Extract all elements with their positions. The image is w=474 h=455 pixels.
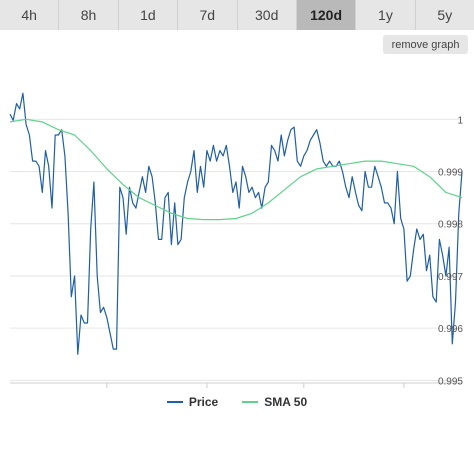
series-line-sma-50 xyxy=(9,118,463,221)
legend-item-sma-50[interactable]: SMA 50 xyxy=(242,395,307,409)
tab-8h[interactable]: 8h xyxy=(59,0,119,30)
chart-legend: Price SMA 50 xyxy=(0,392,474,412)
remove-graph-button[interactable]: remove graph xyxy=(383,35,468,54)
series-line-price xyxy=(9,92,463,355)
tab-30d[interactable]: 30d xyxy=(238,0,297,30)
y-tick-label: 0.995 xyxy=(438,376,463,387)
legend-item-price[interactable]: Price xyxy=(166,395,219,409)
legend-swatch xyxy=(166,401,183,403)
tab-1y[interactable]: 1y xyxy=(356,0,416,30)
legend-label: Price xyxy=(188,395,219,409)
y-tick-label: 0.996 xyxy=(438,324,463,335)
tab-120d[interactable]: 120d xyxy=(296,0,357,30)
tab-5y[interactable]: 5y xyxy=(437,7,453,23)
tab-7d[interactable]: 7d xyxy=(178,0,238,30)
y-tick-label: 0.998 xyxy=(438,220,463,231)
legend-swatch xyxy=(242,401,259,403)
legend-label: SMA 50 xyxy=(264,395,308,409)
tab-1d[interactable]: 1d xyxy=(119,0,179,30)
tab-4h[interactable]: 4h xyxy=(0,0,60,30)
y-tick-label: 1 xyxy=(457,115,463,126)
y-tick-label: 0.999 xyxy=(438,168,463,179)
y-tick-label: 0.997 xyxy=(438,272,463,283)
timeframe-tabs: 4h 8h 1d 7d 30d 120d 1y 5y xyxy=(0,0,474,30)
